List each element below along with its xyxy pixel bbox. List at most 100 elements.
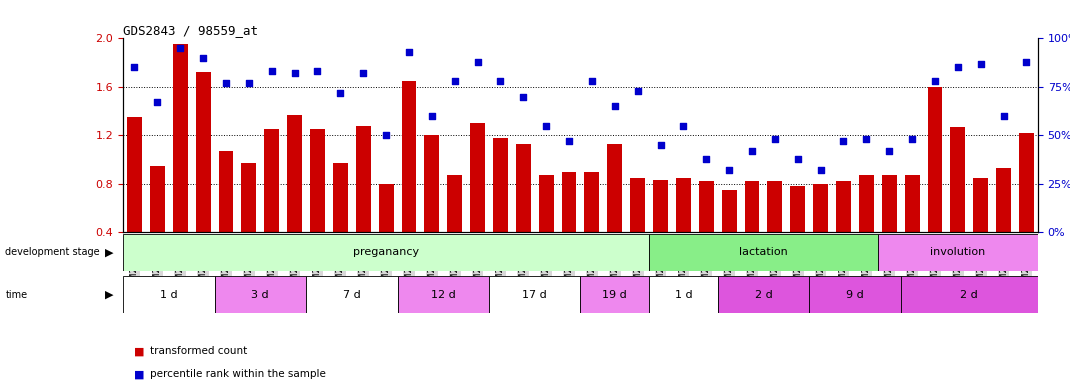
- Point: [446, 78, 463, 84]
- Bar: [608, 144, 623, 232]
- Text: involution: involution: [930, 247, 985, 258]
- Bar: [718, 276, 809, 313]
- Bar: [123, 234, 649, 271]
- Point: [561, 138, 578, 144]
- Bar: [791, 186, 806, 232]
- Bar: [562, 172, 577, 232]
- Bar: [172, 45, 187, 232]
- Text: ■: ■: [134, 346, 144, 356]
- Point: [927, 78, 944, 84]
- Point: [537, 122, 554, 129]
- Bar: [676, 178, 691, 232]
- Bar: [306, 276, 398, 313]
- Bar: [447, 175, 462, 232]
- Bar: [218, 151, 233, 232]
- Text: 12 d: 12 d: [431, 290, 456, 300]
- Bar: [401, 81, 416, 232]
- Point: [995, 113, 1012, 119]
- Point: [812, 167, 829, 173]
- Text: 17 d: 17 d: [522, 290, 547, 300]
- Text: transformed count: transformed count: [150, 346, 247, 356]
- Text: 9 d: 9 d: [846, 290, 863, 300]
- Point: [903, 136, 920, 142]
- Bar: [721, 190, 736, 232]
- Bar: [493, 138, 508, 232]
- Point: [195, 55, 212, 61]
- Text: lactation: lactation: [739, 247, 788, 258]
- Bar: [649, 276, 718, 313]
- Bar: [123, 276, 215, 313]
- Bar: [996, 168, 1011, 232]
- Bar: [379, 184, 394, 232]
- Text: 1 d: 1 d: [674, 290, 692, 300]
- Point: [469, 59, 486, 65]
- Point: [241, 80, 258, 86]
- Bar: [581, 276, 649, 313]
- Point: [744, 148, 761, 154]
- Bar: [859, 175, 874, 232]
- Text: time: time: [5, 290, 28, 300]
- Bar: [882, 175, 897, 232]
- Point: [492, 78, 509, 84]
- Point: [858, 136, 875, 142]
- Text: 19 d: 19 d: [602, 290, 627, 300]
- Bar: [310, 129, 325, 232]
- Bar: [196, 72, 211, 232]
- Bar: [836, 181, 851, 232]
- Text: ▶: ▶: [105, 247, 113, 258]
- Point: [286, 70, 303, 76]
- Point: [583, 78, 600, 84]
- Bar: [242, 163, 257, 232]
- Text: percentile rank within the sample: percentile rank within the sample: [150, 369, 325, 379]
- Point: [424, 113, 441, 119]
- Bar: [813, 184, 828, 232]
- Bar: [767, 181, 782, 232]
- Point: [973, 61, 990, 67]
- Bar: [904, 175, 919, 232]
- Point: [835, 138, 852, 144]
- Text: GDS2843 / 98559_at: GDS2843 / 98559_at: [123, 24, 258, 37]
- Point: [629, 88, 646, 94]
- Bar: [333, 163, 348, 232]
- Text: 1 d: 1 d: [160, 290, 178, 300]
- Bar: [516, 144, 531, 232]
- Bar: [355, 126, 370, 232]
- Bar: [699, 181, 714, 232]
- Bar: [928, 87, 943, 232]
- Point: [515, 93, 532, 99]
- Point: [698, 156, 715, 162]
- Point: [332, 89, 349, 96]
- Point: [607, 103, 624, 109]
- Point: [149, 99, 166, 106]
- Point: [790, 156, 807, 162]
- Bar: [653, 180, 668, 232]
- Point: [949, 65, 966, 71]
- Bar: [809, 276, 901, 313]
- Bar: [264, 129, 279, 232]
- Text: preganancy: preganancy: [353, 247, 419, 258]
- Point: [881, 148, 898, 154]
- Point: [675, 122, 692, 129]
- Bar: [901, 276, 1038, 313]
- Point: [400, 49, 417, 55]
- Text: 3 d: 3 d: [251, 290, 269, 300]
- Bar: [630, 178, 645, 232]
- Point: [354, 70, 371, 76]
- Bar: [584, 172, 599, 232]
- Bar: [425, 136, 440, 232]
- Bar: [745, 181, 760, 232]
- Bar: [287, 115, 302, 232]
- Bar: [127, 117, 142, 232]
- Bar: [877, 234, 1038, 271]
- Bar: [470, 123, 485, 232]
- Bar: [974, 178, 989, 232]
- Bar: [150, 166, 165, 232]
- Bar: [950, 127, 965, 232]
- Text: ▶: ▶: [105, 290, 113, 300]
- Point: [263, 68, 280, 74]
- Text: ■: ■: [134, 369, 144, 379]
- Text: 2 d: 2 d: [754, 290, 773, 300]
- Text: development stage: development stage: [5, 247, 100, 258]
- Point: [720, 167, 737, 173]
- Bar: [215, 276, 306, 313]
